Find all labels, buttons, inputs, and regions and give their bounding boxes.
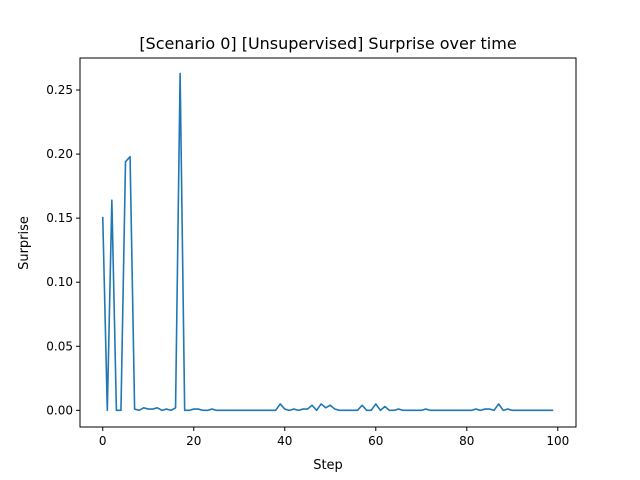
y-tick-label: 0.10 — [46, 275, 73, 289]
x-tick-label: 100 — [546, 434, 569, 448]
x-tick-label: 80 — [459, 434, 474, 448]
y-axis: 0.00 0.05 0.10 0.15 0.20 0.25 — [46, 83, 80, 417]
plot-frame — [79, 57, 577, 428]
x-tick-label: 0 — [99, 434, 107, 448]
y-tick-label: 0.25 — [46, 83, 73, 97]
y-tick-label: 0.15 — [46, 211, 73, 225]
x-tick-label: 20 — [186, 434, 201, 448]
x-tick-label: 40 — [277, 434, 292, 448]
x-axis: 0 20 40 60 80 100 — [99, 427, 569, 448]
y-tick-label: 0.00 — [46, 403, 73, 417]
y-tick-label: 0.05 — [46, 339, 73, 353]
y-axis-label: Surprise — [17, 216, 32, 270]
x-axis-label: Step — [313, 458, 343, 473]
plot-area — [101, 72, 554, 412]
x-tick-label: 60 — [368, 434, 383, 448]
chart-title: [Scenario 0] [Unsupervised] Surprise ove… — [139, 34, 516, 53]
series-line-0 — [101, 72, 554, 412]
y-tick-label: 0.20 — [46, 147, 73, 161]
